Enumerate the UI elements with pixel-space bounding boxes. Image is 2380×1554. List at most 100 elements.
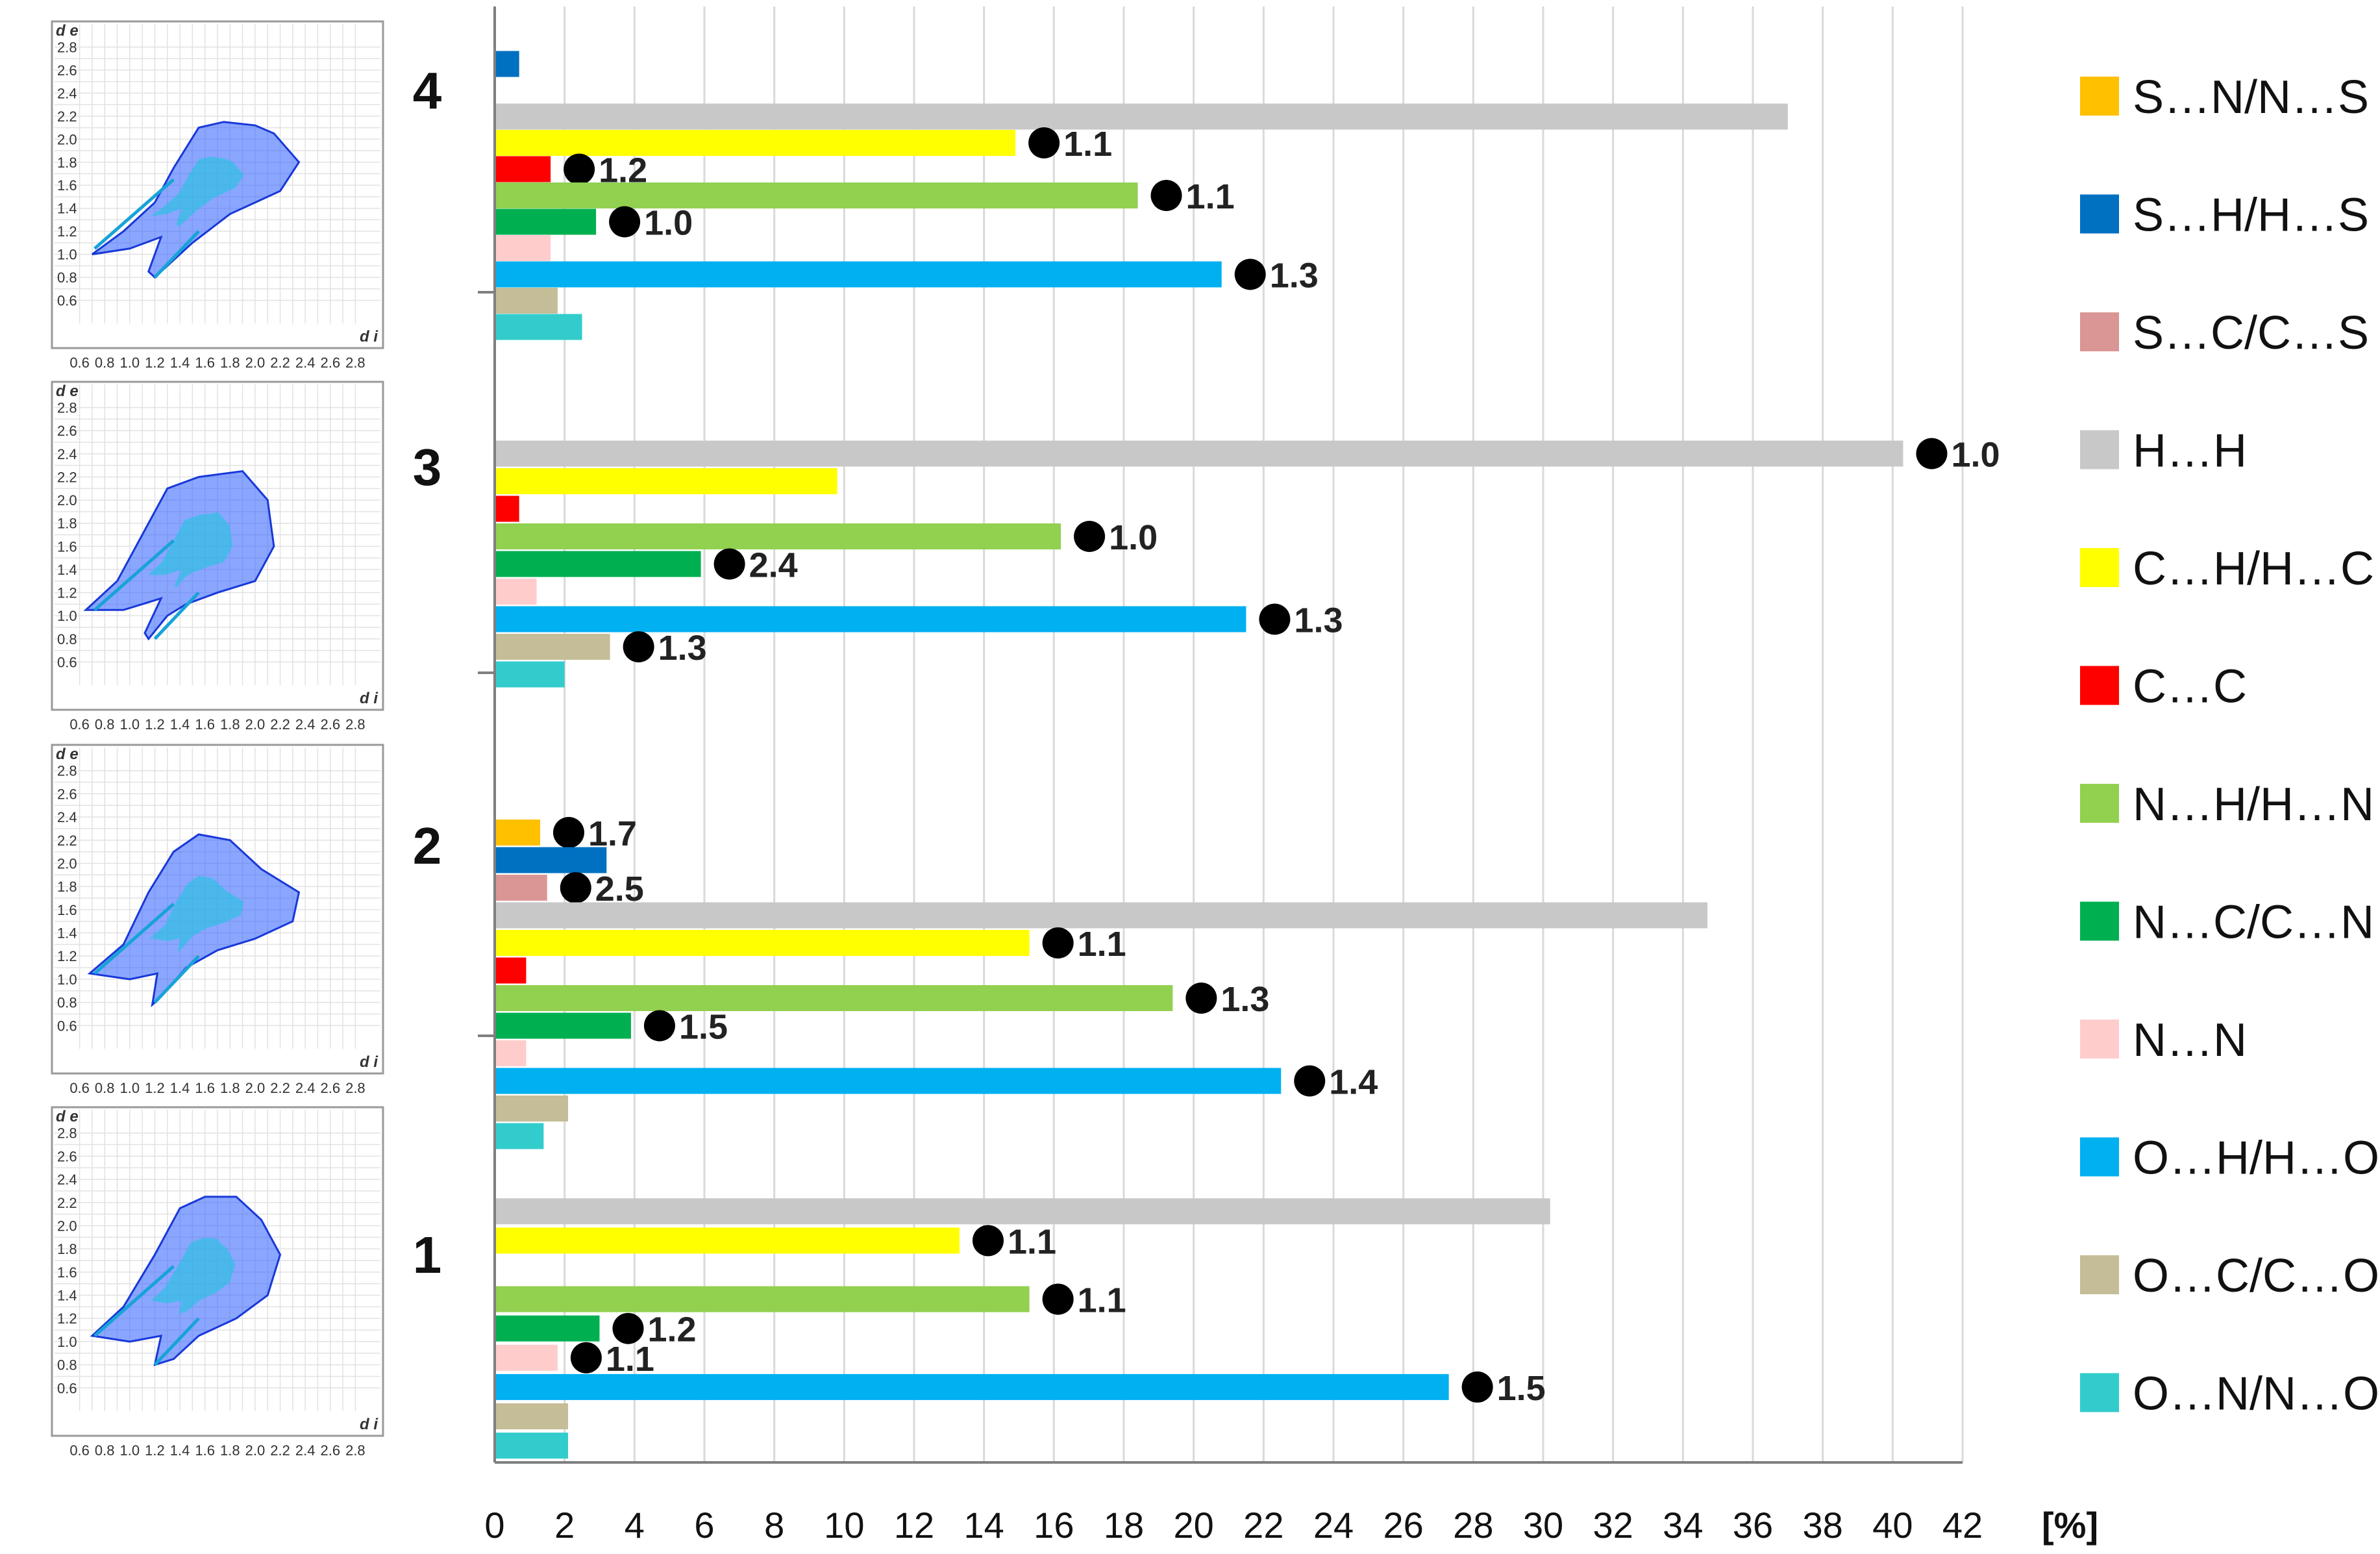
fingerprint-plots: 2.82.62.42.22.01.81.61.41.21.00.80.60.6 0… [51, 20, 384, 1459]
fingerprint-plot-4: 2.82.62.42.22.01.81.61.41.21.00.80.60.6 0… [51, 20, 384, 371]
fingerprint-dense-region [151, 1238, 236, 1314]
legend-label: H…H [2133, 425, 2247, 477]
plot-x-tick: 1.0 [120, 1080, 140, 1096]
plot-y-tick: 2.8 [57, 1125, 77, 1142]
plot-y-tick: 1.6 [57, 902, 77, 918]
enrichment-label: 1.7 [588, 814, 637, 853]
plot-x-tick: 1.2 [145, 1442, 165, 1459]
x-tick-label: 36 [1733, 1505, 1773, 1546]
group-label-1: 1 [413, 1226, 442, 1284]
plot-y-tick: 0.6 [57, 1018, 77, 1034]
x-tick-label: 22 [1243, 1505, 1283, 1546]
plot-x-tick: 1.8 [220, 1442, 240, 1459]
enrichment-label: 1.0 [1951, 436, 2000, 475]
plot-y-tick: 0.6 [57, 293, 77, 309]
enrichment-dot [643, 1010, 675, 1042]
bar [495, 1227, 960, 1254]
bar [495, 182, 1138, 208]
plot-y-tick: 2.8 [57, 400, 77, 416]
bar [495, 103, 1788, 130]
legend-label: S…H/H…S [2133, 190, 2369, 242]
bar [495, 1123, 544, 1149]
plot-x-tick: 2.6 [320, 355, 340, 371]
legend-swatch [2080, 666, 2119, 705]
enrichment-label: 1.1 [1078, 925, 1126, 964]
legend-swatch [2080, 784, 2119, 823]
plot-y-tick: 2.8 [57, 763, 77, 779]
x-tick-label: 34 [1663, 1505, 1703, 1546]
bar [495, 551, 701, 577]
bar [495, 1403, 569, 1429]
fingerprint-plot-3: 2.82.62.42.22.01.81.61.41.21.00.80.60.6 0… [51, 381, 384, 733]
x-tick-label: 30 [1523, 1505, 1563, 1546]
plot-x-tick: 0.8 [95, 355, 115, 371]
plot-x-tick: 2.6 [320, 1442, 340, 1459]
plot-y-tick: 2.6 [57, 62, 77, 79]
legend-label: S…N/N…S [2133, 71, 2369, 123]
x-tick-label: 42 [1942, 1505, 1983, 1546]
plot-x-tick: 0.8 [95, 1080, 115, 1096]
bar [495, 468, 837, 494]
plot-x-tick: 1.6 [195, 355, 215, 371]
plot-x-tick: 2.0 [245, 1442, 266, 1459]
enrichment-label: 1.3 [1294, 601, 1343, 640]
group-label-4: 4 [413, 62, 442, 119]
enrichment-label: 1.0 [1109, 518, 1158, 557]
legend-label: N…N [2133, 1014, 2247, 1066]
bar [495, 1198, 1550, 1225]
plot-y-tick: 1.6 [57, 177, 77, 194]
plot-x-label: d i [360, 1053, 378, 1071]
x-tick-label: 20 [1174, 1505, 1214, 1546]
bar-chart: 41.11.21.11.01.33 1.01.02.41.31.32 1.72.51… [413, 51, 2000, 1459]
plot-y-tick: 2.2 [57, 108, 77, 125]
enrichment-dot [1042, 927, 1074, 959]
x-tick-label: 8 [764, 1505, 784, 1546]
x-tick-label: 24 [1313, 1505, 1354, 1546]
plot-y-tick: 2.6 [57, 423, 77, 439]
plot-y-tick: 0.8 [57, 269, 77, 286]
plot-y-label: d e [56, 22, 79, 40]
enrichment-label: 1.2 [648, 1310, 697, 1349]
legend-label: C…C [2133, 661, 2247, 713]
enrichment-dot [609, 206, 641, 238]
plot-x-tick: 2.2 [270, 1442, 290, 1459]
plot-y-tick: 1.0 [57, 1334, 77, 1350]
enrichment-dot [972, 1225, 1004, 1257]
plot-x-tick: 2.4 [295, 1080, 316, 1096]
legend-swatch [2080, 430, 2119, 470]
bar [495, 1373, 1449, 1400]
plot-x-tick: 0.6 [69, 1442, 90, 1459]
x-tick-label: 28 [1453, 1505, 1493, 1546]
enrichment-label: 1.1 [606, 1340, 654, 1379]
fingerprint-dense-region [147, 512, 233, 588]
plot-y-tick: 2.2 [57, 469, 77, 485]
x-tick-label: 10 [824, 1505, 864, 1546]
plot-x-tick: 1.6 [195, 1080, 215, 1096]
enrichment-label: 1.0 [644, 204, 693, 243]
plot-x-tick: 1.2 [145, 1080, 165, 1096]
legend-label: C…H/H…C [2133, 543, 2374, 595]
bar [495, 156, 551, 182]
plot-x-label: d i [360, 328, 378, 345]
fingerprint-spike [93, 178, 175, 250]
enrichment-label: 1.1 [1063, 125, 1112, 164]
group-label-2: 2 [413, 817, 442, 875]
enrichment-label: 1.1 [1186, 177, 1235, 216]
plot-y-tick: 2.0 [57, 492, 77, 508]
plot-x-tick: 2.6 [320, 1080, 340, 1096]
plot-y-tick: 2.4 [57, 85, 77, 101]
plot-y-tick: 0.6 [57, 654, 77, 670]
plot-x-tick: 1.4 [170, 716, 190, 733]
fingerprint-spike [153, 591, 200, 640]
enrichment-dot [1074, 521, 1106, 552]
bar [495, 985, 1173, 1011]
plot-x-tick: 1.6 [195, 1442, 215, 1459]
enrichment-dot [1916, 438, 1948, 470]
bar [495, 606, 1246, 633]
plot-x-tick: 1.0 [120, 716, 140, 733]
plot-y-label: d e [56, 1108, 79, 1125]
bar [495, 875, 547, 901]
legend-swatch [2080, 901, 2119, 941]
bar [495, 130, 1016, 156]
